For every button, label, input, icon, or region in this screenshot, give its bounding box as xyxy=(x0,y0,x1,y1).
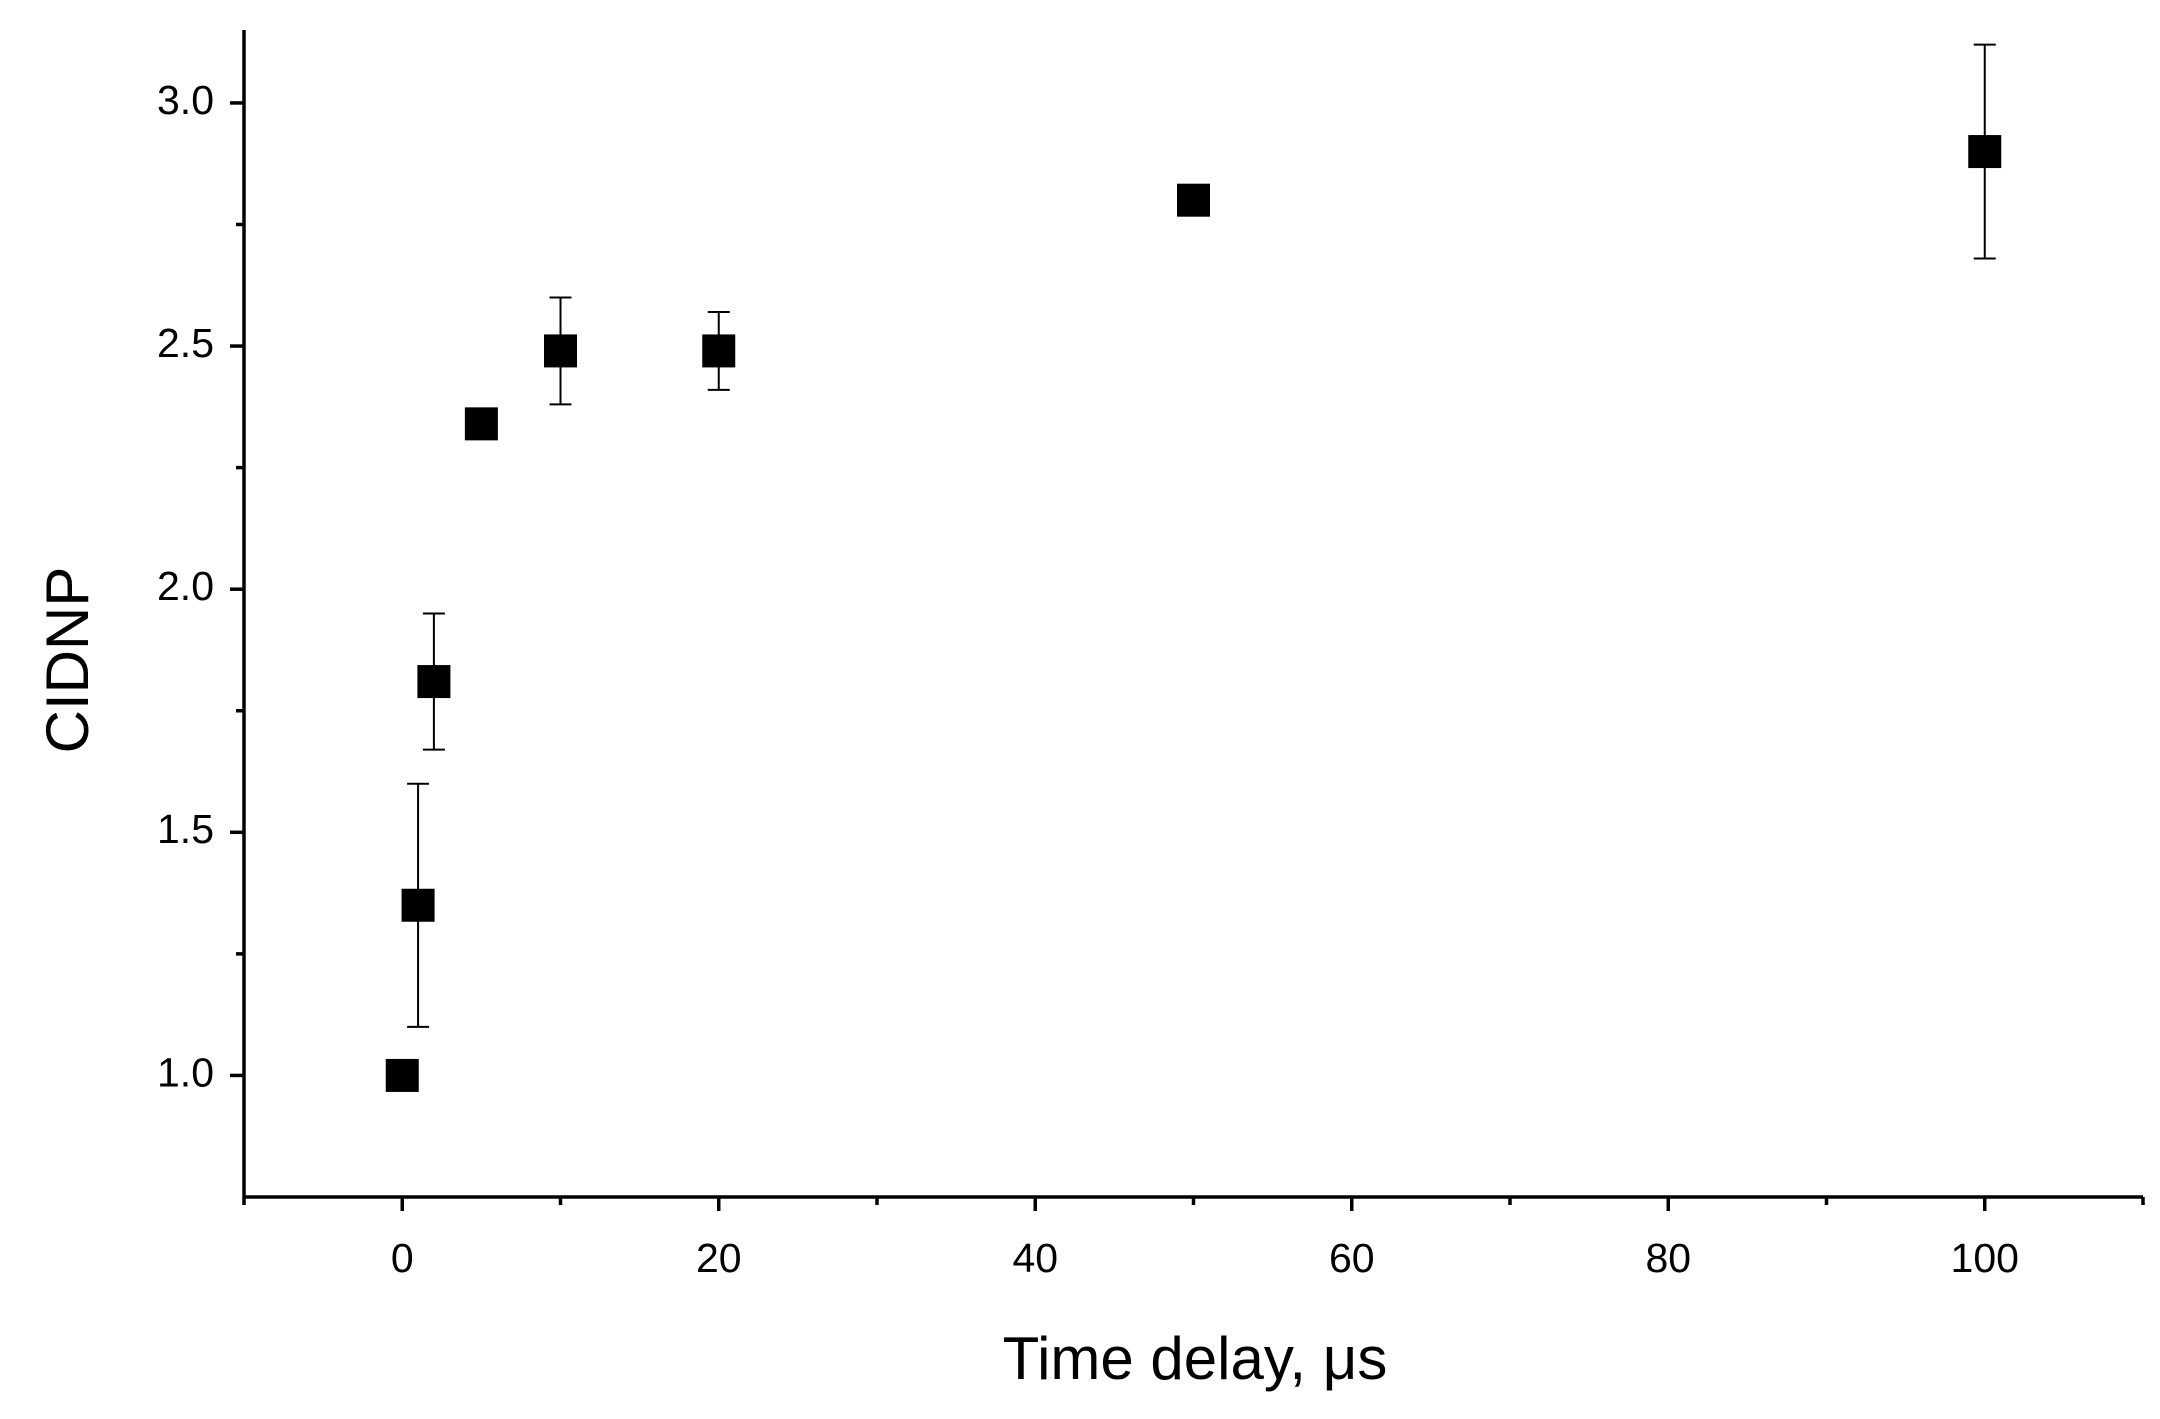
x-tick-label: 80 xyxy=(1645,1235,1691,1281)
point xyxy=(417,665,451,699)
point xyxy=(401,888,435,922)
point xyxy=(1968,135,2002,169)
y-tick-label: 3.0 xyxy=(157,77,214,123)
y-tick-label: 2.5 xyxy=(157,320,214,366)
y-tick-label: 1.0 xyxy=(157,1049,214,1095)
point xyxy=(702,334,736,368)
x-tick-label: 60 xyxy=(1329,1235,1375,1281)
y-tick-label: 2.0 xyxy=(157,563,214,609)
y-axis-title: CIDNP xyxy=(34,567,101,754)
y-tick-label: 1.5 xyxy=(157,806,214,852)
x-tick-label: 0 xyxy=(391,1235,414,1281)
point xyxy=(385,1058,419,1092)
x-axis-title: Time delay, μs xyxy=(1003,1325,1388,1392)
point xyxy=(544,334,577,368)
x-tick-label: 40 xyxy=(1012,1235,1058,1281)
x-tick-label: 20 xyxy=(696,1235,742,1281)
point xyxy=(1177,183,1210,217)
x-tick-label: 100 xyxy=(1951,1235,2019,1281)
point xyxy=(464,407,498,441)
